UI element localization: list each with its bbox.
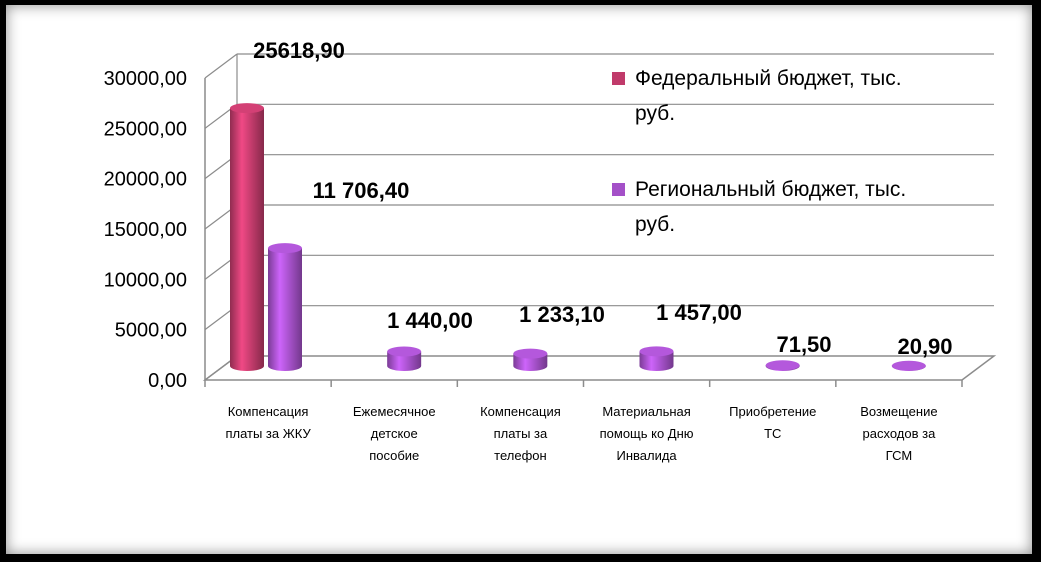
chart-panel <box>6 5 1032 554</box>
category-label: Ежемесячное детское пособие <box>353 404 436 463</box>
category-label-line: платы за ЖКУ <box>225 426 311 441</box>
bar-body <box>387 351 422 372</box>
bar-top <box>268 243 302 254</box>
category-label-line: телефон <box>494 448 547 463</box>
category-label-line: пособие <box>369 448 419 463</box>
category-label-line: Приобретение <box>729 404 816 419</box>
legend-swatch <box>612 183 625 196</box>
gridlines <box>204 53 994 381</box>
bar <box>891 360 926 372</box>
bar <box>230 103 264 371</box>
data-label: 11 706,40 <box>313 178 410 203</box>
category-label-line: расходов за <box>863 426 937 441</box>
bar-top <box>639 346 674 357</box>
bar <box>387 346 422 372</box>
category-label-line: детское <box>371 426 418 441</box>
bar-body <box>268 248 302 371</box>
category-labels: Компенсация платы за ЖКУ Ежемесячное детско… <box>225 404 937 463</box>
category-label: Компенсация платы за ЖКУ <box>225 404 311 441</box>
data-label: 71,50 <box>776 332 831 357</box>
legend-label-line: Федеральный бюджет, тыс. <box>635 67 902 90</box>
category-label-line: Ежемесячное <box>353 404 436 419</box>
bar-body <box>639 351 674 372</box>
data-label: 1 440,00 <box>387 308 473 333</box>
category-label-line: ТС <box>764 426 781 441</box>
bar-top <box>765 360 800 371</box>
bar-top <box>513 348 548 359</box>
y-tick-label: 0,00 <box>148 370 187 392</box>
data-label: 1 457,00 <box>656 300 742 325</box>
y-tick-label: 5000,00 <box>115 320 187 342</box>
legend-label-line: Региональный бюджет, тыс. <box>635 178 906 201</box>
data-label: 25618,90 <box>253 38 345 63</box>
legend-label: Федеральный бюджет, тыс. руб. <box>635 67 902 125</box>
y-tick-label: 30000,00 <box>104 68 187 90</box>
category-label-line: помощь ко Дню <box>600 426 694 441</box>
category-label-line: Компенсация <box>228 404 309 419</box>
bar-body <box>513 353 548 372</box>
category-label: Приобретение ТС <box>729 404 816 441</box>
category-label-line: платы за <box>494 426 548 441</box>
legend-label-line: руб. <box>635 102 675 125</box>
y-tick-label: 25000,00 <box>104 118 187 140</box>
bar <box>268 243 302 371</box>
y-tick-label: 15000,00 <box>104 219 187 241</box>
category-label: Компенсация платы за телефон <box>480 404 561 463</box>
category-label-line: Инвалида <box>616 448 677 463</box>
legend-swatch <box>612 72 625 85</box>
bar-top <box>387 346 422 357</box>
gridline-depth <box>204 53 238 79</box>
category-label: Возмещение расходов за ГСМ <box>860 404 937 463</box>
bar-top <box>230 103 264 114</box>
legend-label-line: руб. <box>635 213 675 236</box>
bar <box>765 360 800 372</box>
bar-top <box>891 360 926 371</box>
bar <box>513 348 548 372</box>
data-label: 20,90 <box>897 334 952 359</box>
data-labels: 25618,90 11 706,40 1 440,00 1 233,10 1 457,0… <box>253 38 952 359</box>
bar <box>639 346 674 372</box>
legend-label: Региональный бюджет, тыс. руб. <box>635 178 906 236</box>
category-label-line: Компенсация <box>480 404 561 419</box>
floor <box>202 355 997 381</box>
category-label: Материальная помощь ко Дню Инвалида <box>600 404 694 463</box>
category-label-line: ГСМ <box>886 448 913 463</box>
y-tick-label: 20000,00 <box>104 169 187 191</box>
legend: Федеральный бюджет, тыс. руб.Региональный… <box>612 67 906 236</box>
data-label: 1 233,10 <box>519 302 605 327</box>
y-tick-label: 10000,00 <box>104 269 187 291</box>
category-label-line: Материальная <box>602 404 691 419</box>
bar-body <box>230 108 264 371</box>
bars <box>230 103 926 372</box>
y-axis-ticks: 0,00 5000,00 10000,00 15000,00 20000,00 25000… <box>104 68 187 392</box>
category-label-line: Возмещение <box>860 404 937 419</box>
